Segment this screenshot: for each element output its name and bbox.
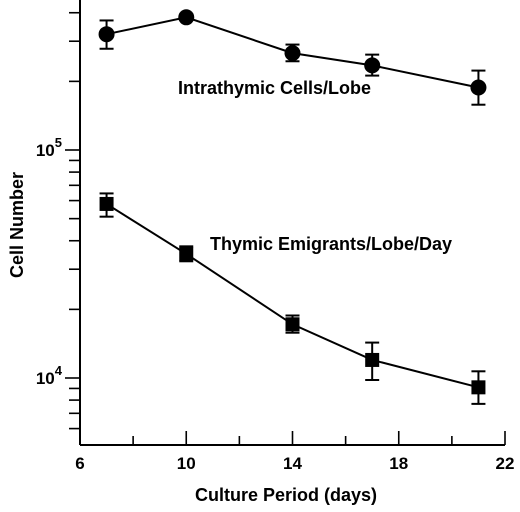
x-tick-label: 18	[389, 454, 408, 473]
y-tick-label-exponent: 4	[55, 363, 63, 378]
x-axis: 6 10 14 18 22	[75, 431, 514, 473]
data-point	[178, 9, 195, 26]
x-tick-label: 10	[177, 454, 196, 473]
y-tick-label-base: 10	[36, 141, 55, 160]
x-axis-title: Culture Period (days)	[195, 485, 377, 505]
y-tick-label-exponent: 5	[55, 135, 62, 150]
series-square: Thymic Emigrants/Lobe/Day	[99, 192, 486, 405]
y-axis-title: Cell Number	[7, 172, 27, 278]
x-tick-label: 14	[283, 454, 302, 473]
y-tick-label-base: 10	[36, 369, 55, 388]
plot-area: Intrathymic Cells/Lobe Thymic Emigrants/L…	[98, 9, 487, 405]
y-tick-label: 104	[36, 363, 63, 388]
data-point	[285, 317, 300, 332]
data-point	[99, 196, 114, 211]
data-point	[470, 79, 487, 96]
x-tick-label: 6	[75, 454, 84, 473]
x-tick-label: 22	[496, 454, 515, 473]
data-point	[179, 246, 194, 261]
data-point	[365, 352, 380, 367]
series-circle: Intrathymic Cells/Lobe	[98, 9, 487, 106]
series-label: Thymic Emigrants/Lobe/Day	[210, 234, 452, 254]
y-tick-label: 105	[36, 135, 62, 160]
data-point	[98, 26, 115, 43]
series-line	[106, 203, 479, 389]
y-ticks	[65, 11, 80, 430]
data-point	[284, 45, 301, 62]
series-label: Intrathymic Cells/Lobe	[178, 78, 371, 98]
data-point	[471, 380, 486, 395]
x-ticks: 6 10 14 18 22	[75, 431, 514, 473]
data-point	[364, 57, 381, 74]
